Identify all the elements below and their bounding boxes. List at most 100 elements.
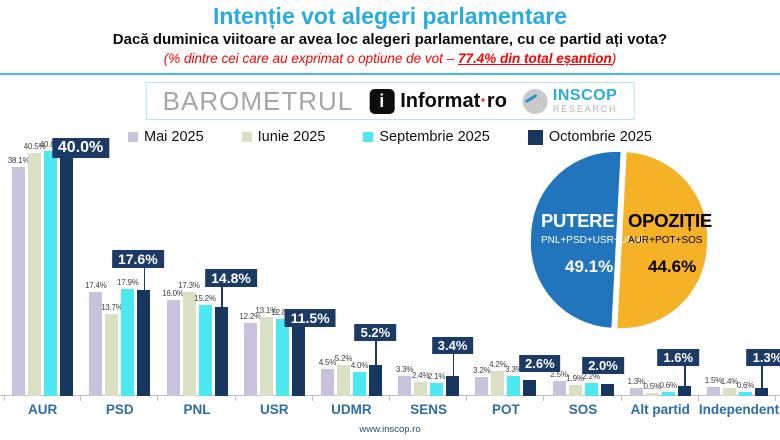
bar-sens-septembrie-2025: 2.1% xyxy=(428,372,446,396)
bar-value-label: 17.4% xyxy=(84,280,107,290)
bar-group-sens: 3.3% 2.4% 2.1% 3.4% SENS xyxy=(390,336,474,417)
x-axis-label-udmr: UDMR xyxy=(331,402,372,417)
bar-pot-septembrie-2025: 3.3% xyxy=(505,365,523,396)
bar-sens-iunie-2025: 2.4% xyxy=(412,371,430,396)
bar-alt-partid-octombrie-2025 xyxy=(677,386,691,396)
bar-value-label: 3.3% xyxy=(505,365,523,375)
bar-value-label: 12.8% xyxy=(271,308,294,318)
bar-value-label: 38.1% xyxy=(7,156,30,166)
bar-value-label: 13.1% xyxy=(255,306,278,316)
legend-swatch-icon xyxy=(128,132,138,142)
bar-sens-octombrie-2025 xyxy=(446,375,460,396)
informat-name: Informat xyxy=(400,89,481,112)
bar-value-label: 2.4% xyxy=(411,370,430,380)
callout-octombrie-usr: 11.5% xyxy=(284,309,336,327)
pie-chart: PUTERE PNL+PSD+USR+UDMR 49.1% OPOZIȚIE A… xyxy=(526,147,712,333)
bar-value-label: 4.5% xyxy=(318,358,337,367)
x-axis-line xyxy=(0,395,780,396)
callout-octombrie-pnl: 14.8% xyxy=(205,269,257,288)
bar-value-label: 5.2% xyxy=(334,353,353,363)
bar-sos-septembrie-2025: 2.2% xyxy=(582,372,600,396)
x-axis-label-usr: USR xyxy=(259,402,289,417)
x-axis-label-independent: Independent xyxy=(698,402,780,417)
pie-putere-parties: PNL+PSD+USR+UDMR xyxy=(541,235,650,246)
bar-udmr-septembrie-2025: 4.0% xyxy=(351,361,368,396)
bar-psd-mai-2025: 17.4% xyxy=(85,281,107,396)
inscop-wordmark: INSCOP RESEARCH xyxy=(553,88,617,114)
bar-group-pnl: 16.0% 17.3% 15.2% 14.8% PNL xyxy=(158,269,257,417)
bar-aur-septembrie-2025: 40.8% xyxy=(40,140,62,396)
inscop-compass-icon xyxy=(522,88,548,114)
page-title: Intenție vot alegeri parlamentare xyxy=(212,3,568,29)
bar-usr-mai-2025: 12.2% xyxy=(239,312,261,396)
barometrul-logo: BAROMETRUL xyxy=(162,85,354,116)
bar-aur-iunie-2025: 40.5% xyxy=(24,142,46,396)
bar-value-label: 4.0% xyxy=(350,361,369,370)
inscop-name: INSCOP xyxy=(552,87,618,104)
bar-group-psd: 17.4% 13.7% 17.9% 17.6% PSD xyxy=(81,250,164,417)
legend-item-mai-2025: Mai 2025 xyxy=(128,129,204,145)
note-suffix: ) xyxy=(611,51,617,66)
bar-group-usr: 12.2% 13.1% 12.8% 11.5% USR xyxy=(236,306,336,417)
bar-aur-mai-2025: 38.1% xyxy=(8,156,30,396)
bar-psd-octombrie-2025 xyxy=(137,290,151,396)
informat-icon: i xyxy=(369,88,395,114)
bar-aur-octombrie-2025 xyxy=(60,156,74,396)
chart-legend: Mai 2025 Iunie 2025 Septembrie 2025 Octombr… xyxy=(0,129,780,145)
bar-independent-septembrie-2025: 0.6% xyxy=(737,381,754,396)
bar-group-udmr: 4.5% 5.2% 4.0% 5.2% UDMR xyxy=(313,323,397,417)
informat-wordmark: Informat·ro xyxy=(400,90,507,113)
callout-leader-line xyxy=(143,267,146,292)
bar-independent-octombrie-2025 xyxy=(754,388,768,396)
x-axis-label-aur: AUR xyxy=(27,402,58,417)
pie-opozitie-value: 44.6% xyxy=(648,257,697,276)
note-prefix: (% dintre cei care au exprimat o optiune… xyxy=(163,51,458,66)
legend-swatch-icon xyxy=(363,132,374,142)
bar-value-label: 2.2% xyxy=(582,371,600,381)
callout-leader-line xyxy=(684,365,686,388)
bar-value-label: 1.9% xyxy=(566,373,584,383)
website-url: www.inscop.ro xyxy=(359,424,421,435)
logo-banner: BAROMETRUL i Informat·ro INSCOP RESEARCH xyxy=(145,82,635,120)
callout-octombrie-sos: 2.0% xyxy=(582,357,624,374)
callout-leader-line xyxy=(761,365,763,390)
callout-octombrie-aur: 40.0% xyxy=(51,138,110,158)
x-axis-label-pot: POT xyxy=(491,402,520,417)
x-axis-label-sos: SOS xyxy=(568,402,598,417)
bar-usr-octombrie-2025 xyxy=(291,327,305,396)
bar-group-independent: 1.5% 1.4% 0.6% 1.3% Independent xyxy=(699,349,780,417)
bar-value-label: 17.9% xyxy=(116,277,139,287)
callout-octombrie-psd: 17.6% xyxy=(111,250,164,269)
bar-value-label: 40.8% xyxy=(39,140,62,150)
bar-group-alt-partid: 1.3% 0.5% 0.6% 1.6% Alt partid xyxy=(622,349,700,417)
inscop-subtitle: RESEARCH xyxy=(552,104,618,114)
x-axis-label-sens: SENS xyxy=(410,402,447,417)
bar-sos-octombrie-2025 xyxy=(600,384,614,396)
x-axis-label-alt-partid: Alt partid xyxy=(630,402,690,417)
callout-octombrie-udmr: 5.2% xyxy=(354,323,397,341)
pie-putere-title: PUTERE xyxy=(541,210,615,231)
callout-leader-line xyxy=(221,286,223,309)
pie-label-opozitie: OPOZIȚIE AUR+POT+SOS 44.6% xyxy=(628,210,712,277)
bar-alt-partid-mai-2025: 1.3% xyxy=(628,377,645,396)
legend-swatch-icon xyxy=(241,132,252,142)
bar-pot-octombrie-2025 xyxy=(523,380,537,396)
bar-group-aur: 38.1% 40.5% 40.8% 40.0% AUR xyxy=(4,138,110,417)
inscop-logo: INSCOP RESEARCH xyxy=(522,88,617,114)
legend-label: Mai 2025 xyxy=(144,129,204,145)
note-highlight: 77.4% din total eșantion xyxy=(457,51,612,66)
bar-value-label: 1.4% xyxy=(720,376,739,386)
informat-ro-logo: i Informat·ro xyxy=(369,88,507,114)
bar-pnl-octombrie-2025 xyxy=(214,307,228,396)
callout-octombrie-alt-partid: 1.6% xyxy=(657,349,700,367)
inscop-needle-icon xyxy=(525,93,538,103)
bar-value-label: 40.5% xyxy=(23,142,46,151)
bar-group-pot: 3.2% 4.2% 3.3% 2.6% POT xyxy=(467,355,561,417)
bar-usr-iunie-2025: 13.1% xyxy=(255,306,277,396)
legend-item-octombrie-2025: Octombrie 2025 xyxy=(527,129,652,145)
bar-value-label: 1.5% xyxy=(704,376,723,385)
bar-psd-iunie-2025: 13.7% xyxy=(101,303,123,396)
informat-tld: ro xyxy=(486,89,507,112)
informat-dot: · xyxy=(480,89,487,112)
callout-octombrie-independent: 1.3% xyxy=(746,349,780,367)
